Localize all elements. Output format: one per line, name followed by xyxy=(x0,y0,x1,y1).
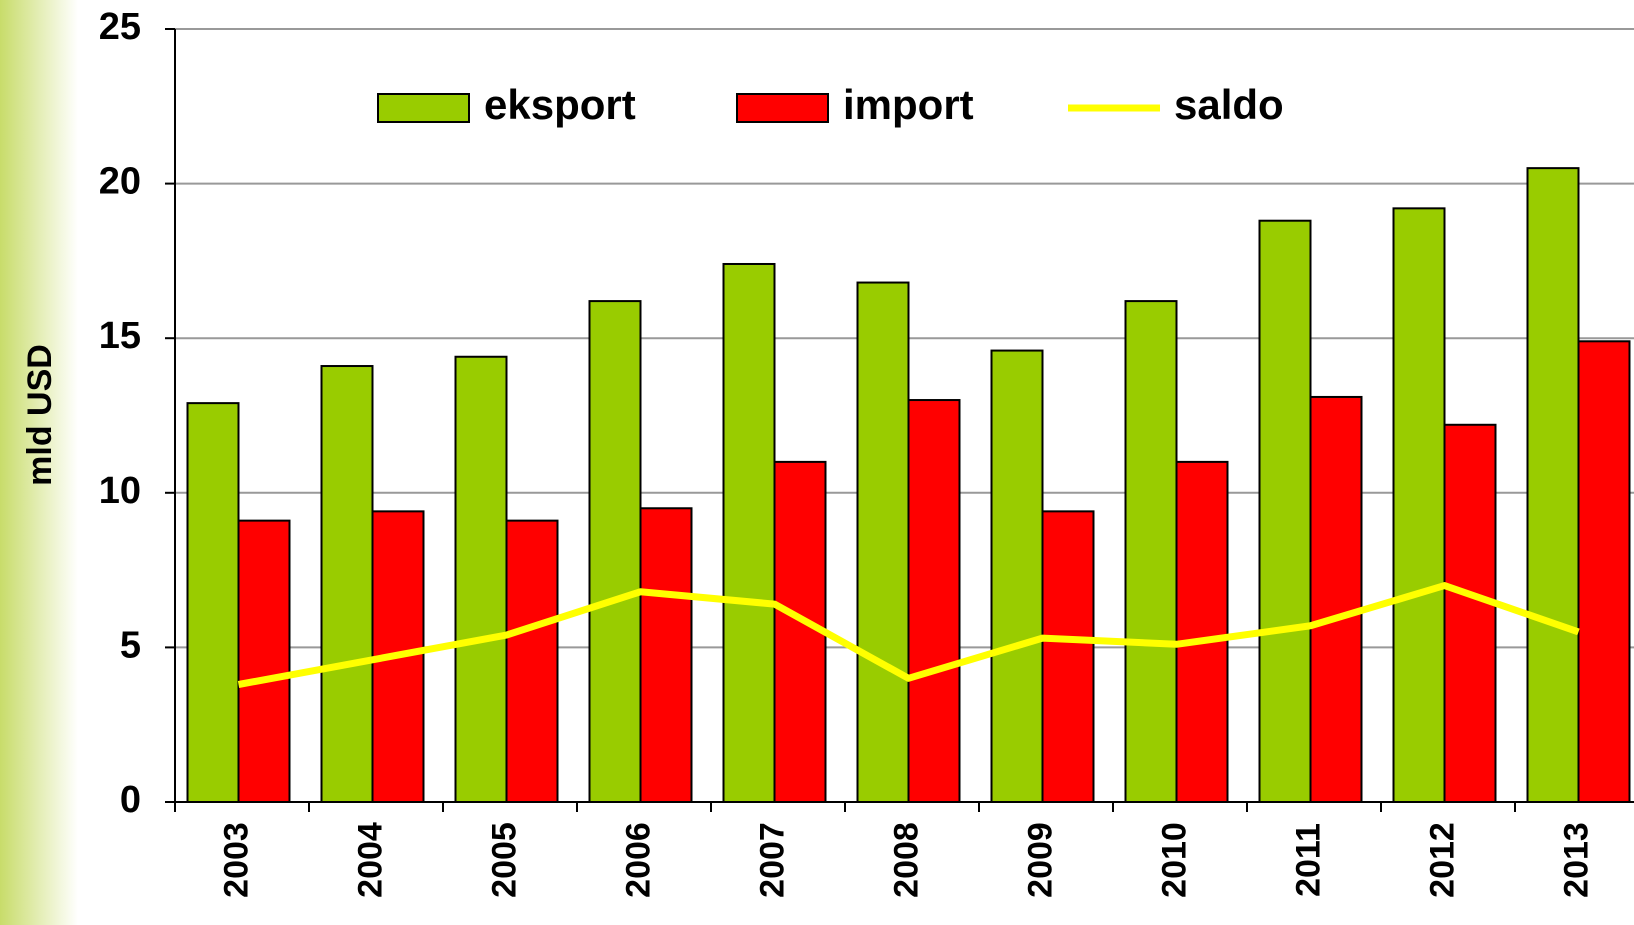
x-tick-label: 2013 xyxy=(1557,822,1595,898)
legend-label: saldo xyxy=(1174,81,1284,128)
bar xyxy=(722,262,776,803)
x-tick-label: 2007 xyxy=(753,822,791,898)
x-tick-label: 2009 xyxy=(1021,822,1059,898)
y-axis-label: mld USD xyxy=(21,344,59,486)
x-tick-label: 2011 xyxy=(1289,823,1327,897)
y-tick-label: 20 xyxy=(99,161,141,203)
bar xyxy=(990,349,1044,803)
legend-swatch xyxy=(377,93,470,123)
legend-label: import xyxy=(843,81,974,128)
y-tick-label: 0 xyxy=(120,779,141,821)
x-tick-label: 2004 xyxy=(351,822,389,898)
legend-swatch xyxy=(736,93,829,123)
bar xyxy=(1526,167,1580,803)
bar xyxy=(1392,207,1446,803)
bar xyxy=(907,399,961,803)
line-series xyxy=(237,582,1580,688)
bar xyxy=(1443,423,1497,803)
x-tick-label: 2010 xyxy=(1155,822,1193,898)
bar xyxy=(1041,510,1095,803)
x-tick-label: 2005 xyxy=(485,822,523,898)
bar xyxy=(1124,300,1178,803)
bar xyxy=(454,355,508,803)
bar xyxy=(320,365,374,803)
y-tick-label: 15 xyxy=(99,315,141,357)
y-tick-label: 5 xyxy=(120,624,141,666)
x-tick-label: 2008 xyxy=(887,822,925,898)
side-strip xyxy=(0,0,78,925)
bar xyxy=(1258,219,1312,804)
bar xyxy=(505,519,559,803)
x-tick-label: 2003 xyxy=(217,822,255,898)
y-tick-label: 25 xyxy=(99,6,141,48)
legend-label: eksport xyxy=(484,81,636,128)
bar xyxy=(1577,340,1631,803)
y-tick-label: 10 xyxy=(99,470,141,512)
x-tick-label: 2006 xyxy=(619,822,657,898)
bar xyxy=(186,402,240,803)
bar xyxy=(1309,395,1363,803)
x-tick-label: 2012 xyxy=(1423,822,1461,898)
bar xyxy=(588,300,642,803)
bar xyxy=(639,507,693,803)
bar xyxy=(237,519,291,803)
bar xyxy=(1175,460,1229,803)
bar xyxy=(856,281,910,803)
